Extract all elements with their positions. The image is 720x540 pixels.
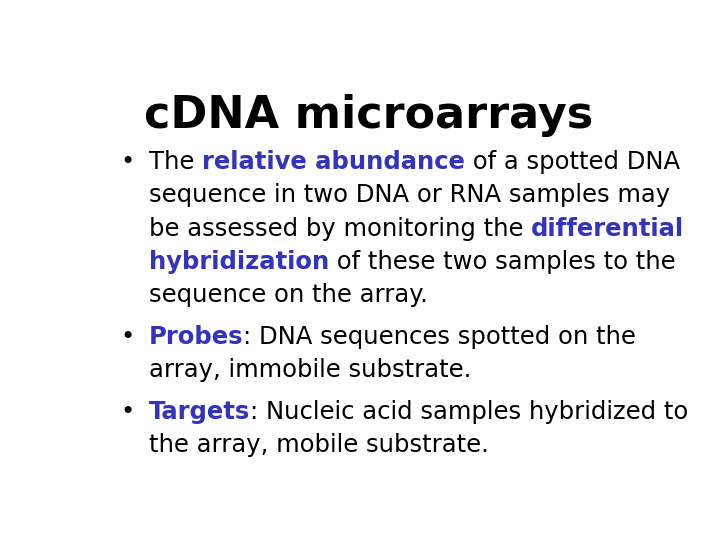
Text: •: • bbox=[121, 325, 135, 349]
Text: Probes: Probes bbox=[148, 325, 243, 349]
Text: cDNA microarrays: cDNA microarrays bbox=[145, 94, 593, 137]
Text: be assessed by monitoring the: be assessed by monitoring the bbox=[148, 217, 531, 240]
Text: hybridization: hybridization bbox=[148, 250, 329, 274]
Text: of these two samples to the: of these two samples to the bbox=[329, 250, 675, 274]
Text: array, immobile substrate.: array, immobile substrate. bbox=[148, 358, 471, 382]
Text: : DNA sequences spotted on the: : DNA sequences spotted on the bbox=[243, 325, 636, 349]
Text: : Nucleic acid samples hybridized to: : Nucleic acid samples hybridized to bbox=[250, 400, 688, 423]
Text: the array, mobile substrate.: the array, mobile substrate. bbox=[148, 433, 488, 457]
Text: sequence on the array.: sequence on the array. bbox=[148, 283, 428, 307]
Text: sequence in two DNA or RNA samples may: sequence in two DNA or RNA samples may bbox=[148, 183, 670, 207]
Text: relative abundance: relative abundance bbox=[202, 150, 464, 174]
Text: of a spotted DNA: of a spotted DNA bbox=[464, 150, 680, 174]
Text: The: The bbox=[148, 150, 202, 174]
Text: •: • bbox=[121, 400, 135, 423]
Text: differential: differential bbox=[531, 217, 684, 240]
Text: Targets: Targets bbox=[148, 400, 250, 423]
Text: •: • bbox=[121, 150, 135, 174]
